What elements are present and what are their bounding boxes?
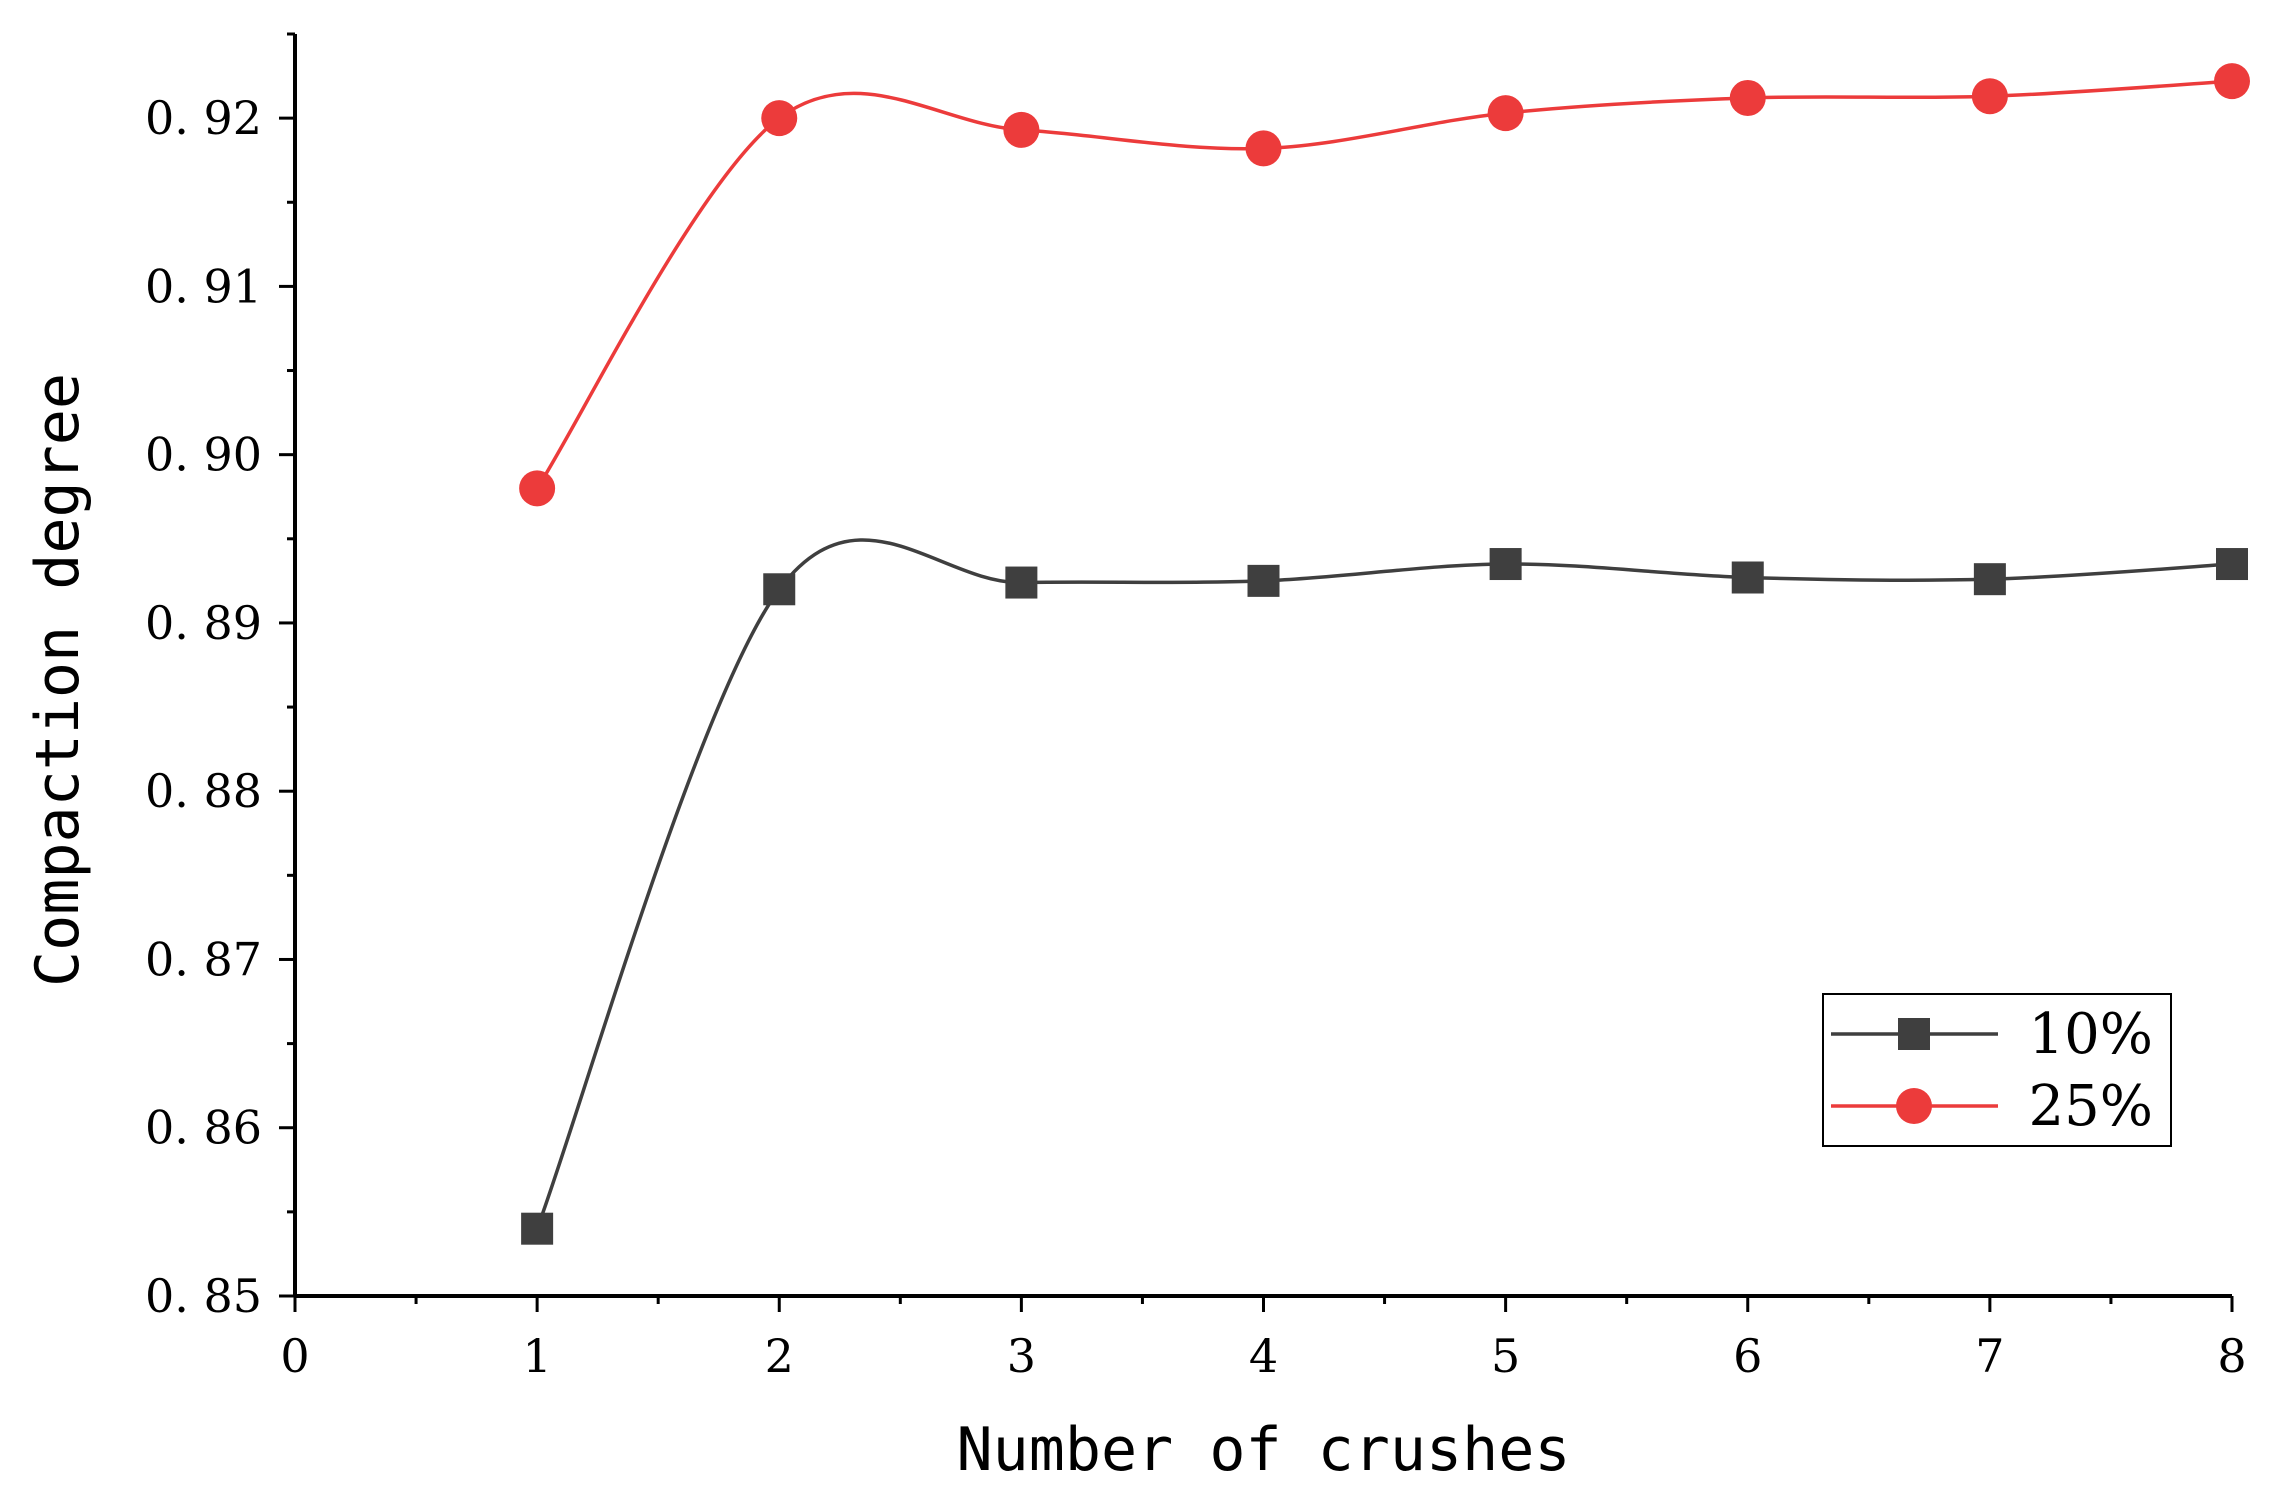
data-point xyxy=(1245,130,1282,167)
y-tick-label: 0. 86 xyxy=(145,1101,262,1155)
legend-label: 25% xyxy=(2029,1074,2153,1139)
y-tick-label: 0. 92 xyxy=(145,91,262,145)
x-tick-label: 2 xyxy=(765,1329,794,1383)
series-layer xyxy=(519,63,2250,1245)
legend-marker xyxy=(1896,1088,1932,1124)
data-point xyxy=(1489,548,1522,581)
legend-marker xyxy=(1898,1018,1930,1050)
x-axis-title: Number of crushes xyxy=(956,1415,1570,1485)
data-point xyxy=(519,470,556,507)
legend: 10%25% xyxy=(1822,993,2172,1147)
legend-label: 10% xyxy=(2029,1002,2153,1067)
x-axis: 0 1 2 3 4 5 6 7 8 xyxy=(280,1294,2247,1383)
x-tick-label: 3 xyxy=(1007,1329,1036,1383)
legend-box xyxy=(1822,993,2172,1147)
data-point xyxy=(1487,95,1524,132)
series-2 xyxy=(519,63,2250,507)
y-tick-label: 0. 89 xyxy=(145,596,262,650)
data-point xyxy=(1247,564,1280,597)
series-1 xyxy=(521,538,2248,1245)
data-point xyxy=(1971,78,2008,115)
x-tick-label: 1 xyxy=(522,1329,551,1383)
x-tick-label: 0 xyxy=(280,1329,309,1383)
data-point xyxy=(763,573,796,606)
x-tick-label: 4 xyxy=(1249,1329,1278,1383)
x-tick-label: 7 xyxy=(1975,1329,2004,1383)
y-tick-label: 0. 87 xyxy=(145,932,262,986)
x-tick-label: 8 xyxy=(2217,1329,2246,1383)
y-tick-label: 0. 88 xyxy=(145,764,262,818)
data-point xyxy=(2216,548,2248,581)
data-point xyxy=(1005,566,1038,599)
x-tick-label: 5 xyxy=(1491,1329,1520,1383)
y-axis-title: Compaction degree xyxy=(23,373,93,987)
y-tick-label: 0. 85 xyxy=(145,1269,262,1323)
data-point xyxy=(1731,561,1764,594)
y-axis: 0. 85 0. 86 0. 87 0. 88 0. 89 0. 90 0. 91 0. 92 xyxy=(145,32,297,1323)
data-point xyxy=(1973,563,2006,596)
y-tick-label: 0. 91 xyxy=(145,259,262,313)
data-point xyxy=(1729,79,1766,116)
data-point xyxy=(761,100,798,137)
data-point xyxy=(521,1212,554,1245)
data-point xyxy=(1003,111,1040,148)
x-tick-label: 6 xyxy=(1733,1329,1762,1383)
y-tick-label: 0. 90 xyxy=(145,428,262,482)
data-point xyxy=(2214,63,2250,100)
